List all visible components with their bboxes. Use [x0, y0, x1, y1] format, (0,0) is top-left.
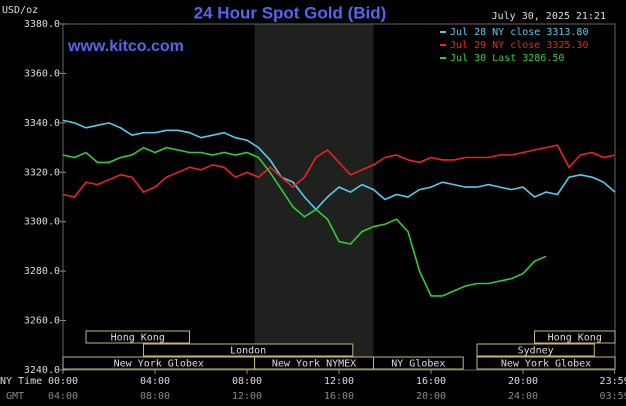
session-label: NY Globex — [391, 359, 445, 370]
legend-label: Jul 28 NY close 3313.80 — [450, 27, 588, 38]
gmt-tick-label: 03:59 — [600, 391, 626, 402]
session-label: New York Globex — [114, 359, 204, 370]
gmt-tick-label: 16:00 — [324, 391, 354, 402]
gmt-tick-label: 12:00 — [232, 391, 262, 402]
x-tick-label: 08:00 — [232, 376, 262, 387]
y-tick-label: 3260.0 — [24, 316, 60, 327]
gmt-tick-label: 08:00 — [140, 391, 170, 402]
session-label: Sydney — [518, 346, 554, 357]
legend-label: Jul 30 Last 3286.50 — [450, 53, 564, 64]
session-label: Hong Kong — [548, 333, 602, 344]
session-label: New York NYMEX — [272, 359, 356, 370]
session-label: Hong Kong — [111, 333, 165, 344]
gmt-tick-label: 24:00 — [508, 391, 538, 402]
series-line — [62, 119, 616, 211]
x-tick-label: 12:00 — [324, 376, 354, 387]
y-tick-label: 3360.0 — [24, 68, 60, 79]
x-tick-label: 16:00 — [416, 376, 446, 387]
chart-title: 24 Hour Spot Gold (Bid) — [194, 3, 387, 22]
session-box — [534, 330, 616, 344]
series-line — [62, 144, 616, 198]
y-tick-label: 3340.0 — [24, 118, 60, 129]
y-tick-label: 3280.0 — [24, 266, 60, 277]
gmt-tick-label: 20:00 — [416, 391, 446, 402]
gmt-tick-label: 04:00 — [48, 391, 78, 402]
gmt-label: GMT — [6, 391, 24, 402]
ny-time-label: NY Time — [0, 376, 42, 387]
session-box — [373, 356, 464, 370]
y-tick-label: 3300.0 — [24, 217, 60, 228]
session-box — [143, 343, 354, 357]
session-label: New York Globex — [501, 359, 591, 370]
session-label: London — [230, 346, 266, 357]
y-tick-label: 3240.0 — [24, 365, 60, 376]
x-tick-label: 23:59 — [600, 376, 626, 387]
legend-label: Jul 29 NY close 3325.30 — [450, 40, 588, 51]
session-box — [476, 343, 595, 357]
y-unit: USD/oz — [2, 5, 38, 16]
watermark: www.kitco.com — [67, 38, 184, 55]
session-band — [254, 24, 374, 370]
x-tick-label: 00:00 — [48, 376, 78, 387]
series-line — [62, 146, 547, 297]
x-tick-label: 20:00 — [508, 376, 538, 387]
x-tick-label: 04:00 — [140, 376, 170, 387]
date-label: July 30, 2025 21:21 — [492, 11, 606, 22]
y-tick-label: 3380.0 — [24, 19, 60, 30]
session-box — [85, 330, 190, 344]
y-tick-label: 3320.0 — [24, 167, 60, 178]
session-box — [476, 356, 616, 370]
